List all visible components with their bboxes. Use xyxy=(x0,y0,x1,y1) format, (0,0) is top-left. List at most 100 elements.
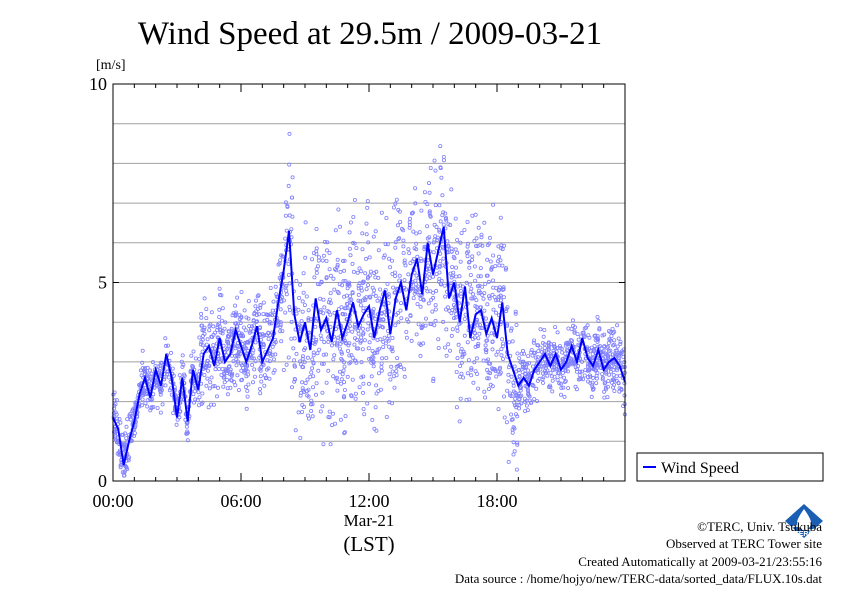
scatter-point xyxy=(466,260,471,265)
scatter-point xyxy=(595,334,600,339)
scatter-point xyxy=(359,288,364,293)
scatter-point xyxy=(291,346,296,351)
scatter-point xyxy=(313,339,318,344)
scatter-point xyxy=(587,335,592,340)
scatter-point xyxy=(395,310,400,315)
scatter-point xyxy=(373,293,378,298)
scatter-point xyxy=(253,304,258,309)
scatter-point xyxy=(485,338,490,343)
scatter-point xyxy=(441,256,446,261)
scatter-point xyxy=(285,203,290,208)
scatter-point xyxy=(491,202,496,207)
scatter-point xyxy=(555,371,560,376)
scatter-point xyxy=(555,330,560,335)
scatter-point xyxy=(431,295,436,300)
scatter-point xyxy=(347,280,352,285)
scatter-point xyxy=(335,289,340,294)
scatter-point xyxy=(316,255,321,260)
scatter-point xyxy=(413,278,418,283)
scatter-point xyxy=(486,386,491,391)
scatter-point xyxy=(440,193,445,198)
scatter-point xyxy=(607,372,612,377)
scatter-point xyxy=(328,442,333,447)
scatter-point xyxy=(368,333,373,338)
scatter-point xyxy=(205,337,210,342)
scatter-point xyxy=(443,294,448,299)
scatter-point xyxy=(476,386,481,391)
scatter-point xyxy=(397,209,402,214)
scatter-point xyxy=(501,341,506,346)
scatter-point xyxy=(204,307,209,312)
scatter-point xyxy=(495,369,500,374)
scatter-point xyxy=(233,303,238,308)
scatter-point xyxy=(356,331,361,336)
scatter-point xyxy=(509,417,514,422)
scatter-point xyxy=(149,405,154,410)
scatter-point xyxy=(425,202,430,207)
scatter-point xyxy=(476,274,481,279)
scatter-point xyxy=(495,259,500,264)
scatter-point xyxy=(342,430,347,435)
scatter-point xyxy=(246,299,251,304)
scatter-point xyxy=(394,369,399,374)
scatter-point xyxy=(342,364,347,369)
scatter-point xyxy=(302,360,307,365)
scatter-point xyxy=(466,358,471,363)
scatter-point xyxy=(464,280,469,285)
scatter-point xyxy=(592,365,597,370)
scatter-point xyxy=(406,272,411,277)
scatter-point xyxy=(200,343,205,348)
scatter-point xyxy=(520,365,525,370)
scatter-point xyxy=(448,271,453,276)
scatter-point xyxy=(331,374,336,379)
scatter-point xyxy=(341,360,346,365)
scatter-point xyxy=(436,345,441,350)
scatter-point xyxy=(413,201,418,206)
scatter-point xyxy=(389,364,394,369)
scatter-point xyxy=(438,165,443,170)
scatter-point xyxy=(610,326,615,331)
scatter-point xyxy=(485,257,490,262)
scatter-point xyxy=(530,353,535,358)
scatter-point xyxy=(438,219,443,224)
scatter-point xyxy=(254,319,259,324)
scatter-point xyxy=(455,237,460,242)
scatter-point xyxy=(443,211,448,216)
scatter-point xyxy=(270,313,275,318)
scatter-point xyxy=(270,344,275,349)
scatter-point xyxy=(242,308,247,313)
scatter-point xyxy=(510,430,515,435)
scatter-point xyxy=(158,360,163,365)
scatter-point xyxy=(386,338,391,343)
scatter-point xyxy=(462,351,467,356)
scatter-point xyxy=(570,318,575,323)
scatter-point xyxy=(583,367,588,372)
scatter-point xyxy=(414,231,419,236)
scatter-point xyxy=(446,244,451,249)
scatter-point xyxy=(428,321,433,326)
scatter-point xyxy=(205,361,210,366)
scatter-point xyxy=(434,288,439,293)
scatter-point xyxy=(353,358,358,363)
scatter-point xyxy=(434,272,439,277)
scatter-point xyxy=(324,352,329,357)
scatter-point xyxy=(485,367,490,372)
scatter-point xyxy=(476,341,481,346)
scatter-point xyxy=(371,364,376,369)
scatter-point xyxy=(431,378,436,383)
chart-title: Wind Speed at 29.5m / 2009-03-21 xyxy=(138,16,602,52)
scatter-point xyxy=(407,223,412,228)
scatter-point xyxy=(602,344,607,349)
scatter-point xyxy=(336,335,341,340)
scatter-point xyxy=(413,282,418,287)
scatter-point xyxy=(563,378,568,383)
scatter-point xyxy=(287,131,292,136)
scatter-point xyxy=(367,356,372,361)
scatter-point xyxy=(174,422,179,427)
scatter-point xyxy=(261,345,266,350)
scatter-point xyxy=(298,359,303,364)
scatter-point xyxy=(300,380,305,385)
scatter-point xyxy=(402,374,407,379)
scatter-point xyxy=(292,363,297,368)
scatter-point xyxy=(618,373,623,378)
